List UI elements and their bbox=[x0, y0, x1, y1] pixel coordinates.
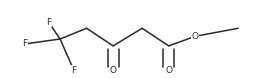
Text: F: F bbox=[71, 66, 76, 75]
Text: F: F bbox=[46, 18, 51, 27]
Text: O: O bbox=[110, 66, 117, 75]
Text: O: O bbox=[165, 66, 172, 75]
Text: O: O bbox=[192, 32, 199, 41]
Text: F: F bbox=[22, 39, 27, 49]
